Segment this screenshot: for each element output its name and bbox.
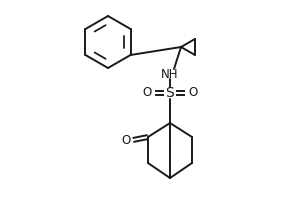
Text: S: S	[166, 86, 174, 100]
Text: O: O	[188, 86, 198, 99]
Text: O: O	[142, 86, 152, 99]
Text: O: O	[122, 134, 130, 146]
Text: NH: NH	[161, 68, 179, 80]
